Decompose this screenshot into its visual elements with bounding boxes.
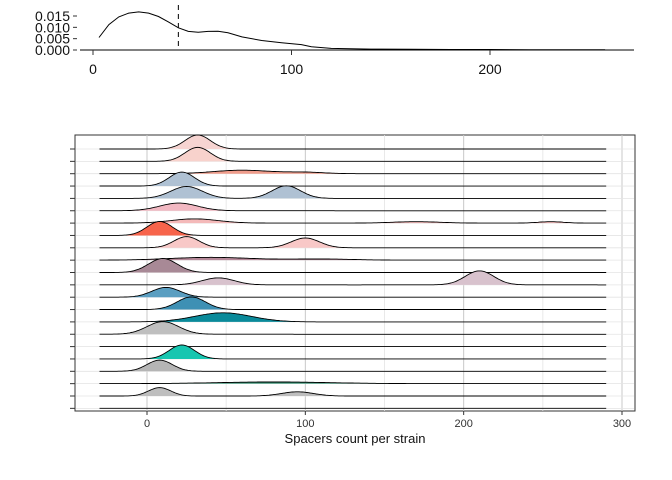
ridge-fill (99, 287, 607, 298)
ridge-fill (99, 185, 607, 199)
density-x-tick-label: 100 (280, 61, 304, 77)
ridge-outline (99, 387, 607, 397)
ridgeline-rows (99, 134, 607, 409)
ridge-row (99, 270, 607, 286)
ridge-outline (99, 220, 607, 236)
ridge-fill (99, 270, 607, 285)
ridge-outline (99, 258, 607, 273)
ridgeline-y-ticks (70, 148, 75, 409)
ridge-row (99, 387, 607, 397)
ridge-outline (99, 344, 607, 360)
ridgeline-plot: 0 100 200 300 Spacers count per strain (70, 134, 636, 446)
density-x-ticks: 0 100 200 (89, 50, 502, 77)
ridge-fill (99, 312, 607, 322)
ridge-row (99, 146, 607, 162)
ridge-row (99, 236, 607, 249)
ridge-fill (99, 147, 607, 162)
ridge-fill (99, 258, 607, 273)
ridge-outline (99, 202, 607, 212)
ridge-row (99, 256, 607, 261)
ridge-row (99, 185, 607, 199)
ridge-outline (99, 134, 607, 150)
density-x-tick-label: 0 (89, 61, 97, 77)
ridge-fill (99, 296, 607, 310)
ridgeline-x-tick-label: 0 (144, 418, 150, 430)
ridge-outline (99, 256, 607, 261)
density-curve (98, 11, 606, 51)
ridge-row (99, 218, 607, 224)
ridge-outline (99, 146, 607, 162)
density-y-tick-label: 0.000 (35, 42, 70, 58)
density-x-tick-label: 200 (478, 61, 502, 77)
ridge-outline (99, 171, 607, 187)
ridgeline-x-tick-label: 100 (296, 418, 314, 430)
x-axis-title: Spacers count per strain (285, 431, 426, 446)
ridge-outline (99, 236, 607, 249)
ridge-row (99, 286, 607, 298)
ridge-outline (99, 321, 607, 335)
ridge-row (99, 258, 607, 273)
ridge-row (99, 359, 607, 372)
ridge-outline (99, 270, 607, 286)
ridgeline-x-tick-label: 300 (613, 418, 631, 430)
ridge-row (99, 321, 607, 335)
ridge-row (99, 312, 607, 323)
ridge-outline (99, 359, 607, 372)
density-y-tick-label: 0.015 (35, 8, 70, 24)
ridge-fill (99, 135, 607, 149)
ridge-outline (99, 296, 607, 310)
ridge-outline (99, 381, 607, 385)
ridge-outline (99, 286, 607, 298)
ridgeline-x-ticks: 0 100 200 300 (144, 411, 631, 430)
ridge-row (99, 344, 607, 360)
density-y-tick-label: 0.010 (35, 19, 70, 35)
ridge-row (99, 134, 607, 150)
ridge-row (99, 381, 607, 385)
ridge-row (99, 296, 607, 310)
ridge-outline (99, 218, 607, 224)
ridge-fill (99, 221, 607, 236)
ridge-row (99, 220, 607, 236)
ridge-fill (99, 382, 607, 384)
ridge-fill (99, 321, 607, 335)
ridge-row (99, 171, 607, 187)
ridge-outline (99, 312, 607, 323)
ridge-fill (99, 387, 607, 396)
ridgeline-x-tick-label: 200 (454, 418, 472, 430)
density-y-tick-label: 0.005 (35, 31, 70, 47)
ridge-outline (99, 185, 607, 199)
ridge-fill (99, 360, 607, 372)
ridge-fill (99, 218, 607, 224)
ridge-row (99, 202, 607, 212)
